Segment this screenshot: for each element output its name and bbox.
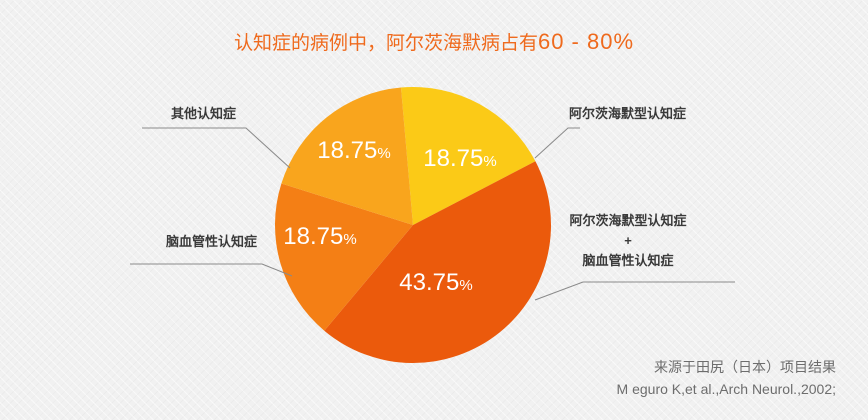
leader-line-mixed (534, 281, 735, 301)
chart-title-range: 60 - 80% (537, 29, 635, 54)
category-label-vascular: 脑血管性认知症 (166, 234, 257, 249)
pie-value-label-alzheimer: 18.75% (423, 145, 496, 172)
category-label-other: 其他认知症 (171, 106, 236, 121)
category-label-alzheimer: 阿尔茨海默型认知症 (569, 106, 686, 121)
leader-line-other (142, 127, 291, 169)
category-label-mixed: 阿尔茨海默型认知症+脑血管性认知症 (569, 213, 686, 268)
source-line-2: M eguro K,et al.,Arch Neurol.,2002; (616, 381, 836, 397)
pie-value-label-other: 18.75% (317, 137, 390, 164)
pie-slice-alzheimer (400, 87, 536, 225)
pie-slice-vascular (275, 183, 413, 331)
pie-slice-mixed (324, 161, 551, 363)
source-line-1: 来源于田尻（日本）项目结果 (654, 359, 836, 375)
pie-value-label-mixed: 43.75% (399, 269, 472, 296)
pie-value-label-vascular: 18.75% (283, 223, 356, 250)
chart-title: 认知症的病例中，阿尔茨海默病占有60 - 80% (0, 28, 868, 55)
leader-line-vascular (130, 263, 293, 277)
pie-slice-other (281, 87, 413, 225)
leader-line-alzheimer (534, 127, 580, 159)
chart-title-text: 认知症的病例中，阿尔茨海默病占有 (233, 33, 538, 54)
source-note: 来源于田尻（日本）项目结果 M eguro K,et al.,Arch Neur… (617, 356, 836, 400)
